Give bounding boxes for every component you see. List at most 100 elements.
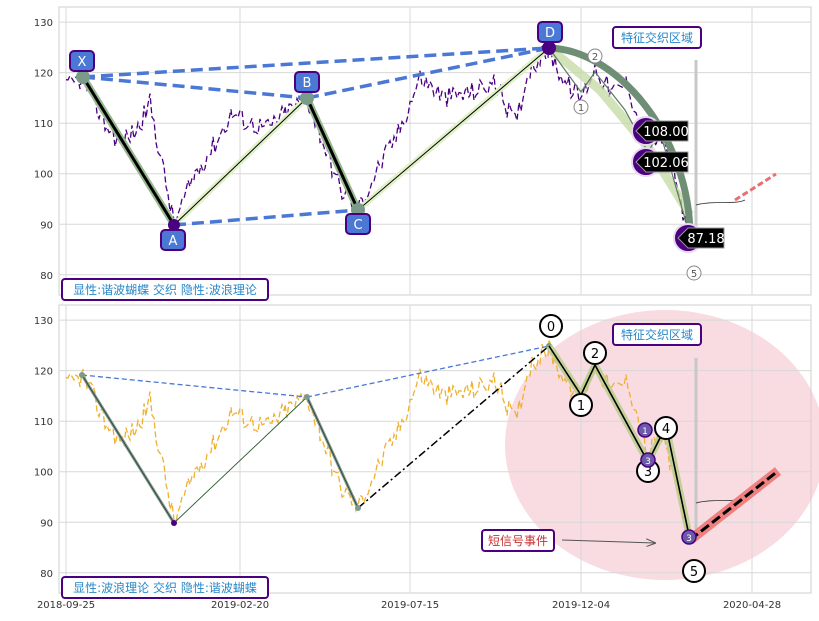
- pivot-label-text: C: [353, 218, 362, 233]
- wave-label-5: 5: [682, 559, 706, 583]
- y-tick-label: 110: [34, 119, 53, 130]
- wave-hint-5: 5: [686, 265, 702, 281]
- pivot-label-b: B: [294, 71, 320, 93]
- pivot-a-dot: [168, 219, 180, 231]
- wave-label-0: 0: [539, 314, 563, 338]
- y-tick-label: 130: [34, 316, 53, 327]
- bottom-harmonic-lines: [79, 343, 552, 526]
- wave-label-1: 1: [569, 393, 593, 417]
- short-signal-label: 短信号事件: [481, 529, 655, 552]
- wave-hint-circle: [686, 265, 702, 281]
- connector-x-b: [82, 75, 308, 100]
- zone-label-text: 特征交织区域: [621, 30, 693, 45]
- bottom-leg-cd: [357, 345, 550, 509]
- bottom-connector-x-b: [81, 374, 308, 398]
- d-post-path: [695, 199, 746, 206]
- price-target-flag: 108.00: [631, 116, 689, 146]
- bottom-forecast-line: [689, 469, 779, 542]
- wave-label-4: 4: [654, 416, 678, 440]
- wave-hint-label: 1: [578, 103, 584, 114]
- price-target-label: 87.18: [687, 232, 724, 247]
- y-tick-label: 100: [34, 170, 53, 181]
- wave-label-circle: [569, 393, 593, 417]
- pivot-label-a: A: [160, 229, 186, 251]
- top-caption: 显性:谐波蝴蝶 交织 隐性:波浪理论: [61, 278, 269, 301]
- top-panel: 80 90 100 110 120 130: [34, 6, 812, 301]
- d-projection-arc: [548, 44, 694, 237]
- d-projection-band: [546, 44, 694, 218]
- pivot-label-d: D: [537, 21, 563, 43]
- elliott-wave-line: [548, 345, 691, 541]
- pivot-label-box: [160, 229, 186, 251]
- pivot-label-box: [537, 21, 563, 43]
- small-marker-1: 1: [637, 422, 653, 438]
- price-target-flag: 102.06: [631, 147, 689, 177]
- wave-label-text: 2: [591, 347, 599, 362]
- pivot-x-dot: [76, 70, 90, 84]
- bottom-y-tick-labels: 80 90 100 110 120 130: [34, 316, 53, 580]
- small-marker-text: 1: [642, 427, 648, 437]
- connector-a-c: [173, 208, 359, 227]
- leg-ab-core: [173, 97, 308, 226]
- small-marker-circle: [681, 529, 697, 545]
- bottom-grid: [59, 305, 811, 593]
- top-plot-area: [58, 6, 812, 296]
- leg-bc-core: [305, 97, 360, 211]
- bottom-pivot-a-dot: [171, 520, 177, 526]
- leg-xa-core: [81, 76, 176, 226]
- wave-label-text: 5: [690, 565, 698, 580]
- d-forecast-line: [734, 172, 777, 202]
- caption-text: 显性:波浪理论 交织 隐性:谐波蝴蝶: [73, 580, 257, 595]
- pivot-label-text: X: [78, 55, 87, 70]
- y-tick-label: 80: [40, 271, 53, 282]
- wave-hint-1: 1: [573, 99, 589, 115]
- wave-label-2: 2: [583, 341, 607, 365]
- y-tick-label: 110: [34, 417, 53, 428]
- bottom-price-series: [65, 339, 691, 538]
- wave-hint-label: 2: [592, 52, 598, 63]
- zone-label-box: [612, 323, 702, 346]
- price-target-flag: 87.18: [673, 223, 725, 253]
- price-target-box: [635, 120, 689, 142]
- small-marker-3b: 3: [681, 529, 697, 545]
- wave-hint-2: 2: [587, 48, 603, 64]
- pivot-label-box: [294, 71, 320, 93]
- price-target-label: 108.00: [643, 125, 689, 140]
- y-tick-label: 120: [34, 367, 53, 378]
- signal-label-text: 短信号事件: [488, 534, 548, 548]
- bottom-pivot-x-dot: [79, 372, 85, 378]
- pivot-d-dot: [542, 41, 556, 55]
- zone-label-box: [612, 26, 702, 49]
- wave-label-text: 1: [577, 399, 585, 414]
- top-zone-label: 特征交织区域: [612, 26, 702, 49]
- harmonic-dashed-connectors: [82, 46, 550, 227]
- x-tick-label: 2018-09-25: [37, 600, 95, 611]
- small-marker-text: 3: [686, 534, 692, 544]
- y-tick-label: 120: [34, 69, 53, 80]
- price-target-box: [635, 151, 689, 173]
- wave-hint-label: 5: [691, 269, 697, 280]
- zone-label-text: 特征交织区域: [621, 327, 693, 342]
- small-marker-3a: 3: [640, 452, 656, 468]
- x-tick-label: 2019-12-04: [552, 600, 610, 611]
- wave-label-text: 4: [662, 422, 670, 437]
- caption-box: [61, 278, 269, 301]
- wave-label-circle: [654, 416, 678, 440]
- leg-cd-core: [357, 47, 550, 211]
- bottom-leg-bc-core: [306, 396, 359, 509]
- connector-b-d: [306, 46, 550, 100]
- top-y-tick-labels: 80 90 100 110 120 130: [34, 18, 53, 282]
- price-target-box: [677, 227, 725, 249]
- pivot-b-dot: [300, 91, 314, 105]
- pivot-label-text: A: [169, 234, 178, 249]
- signal-label-box: [481, 529, 555, 552]
- bottom-caption: 显性:波浪理论 交织 隐性:谐波蝴蝶: [61, 576, 269, 599]
- small-marker-circle: [637, 422, 653, 438]
- small-marker-circle: [640, 452, 656, 468]
- feature-zone-ellipse: [505, 310, 819, 580]
- pivot-label-box: [69, 50, 95, 72]
- bottom-leg-ab: [173, 396, 308, 524]
- bottom-x-tick-labels: 2018-09-25 2019-02-20 2019-07-15 2019-12-04…: [37, 600, 781, 611]
